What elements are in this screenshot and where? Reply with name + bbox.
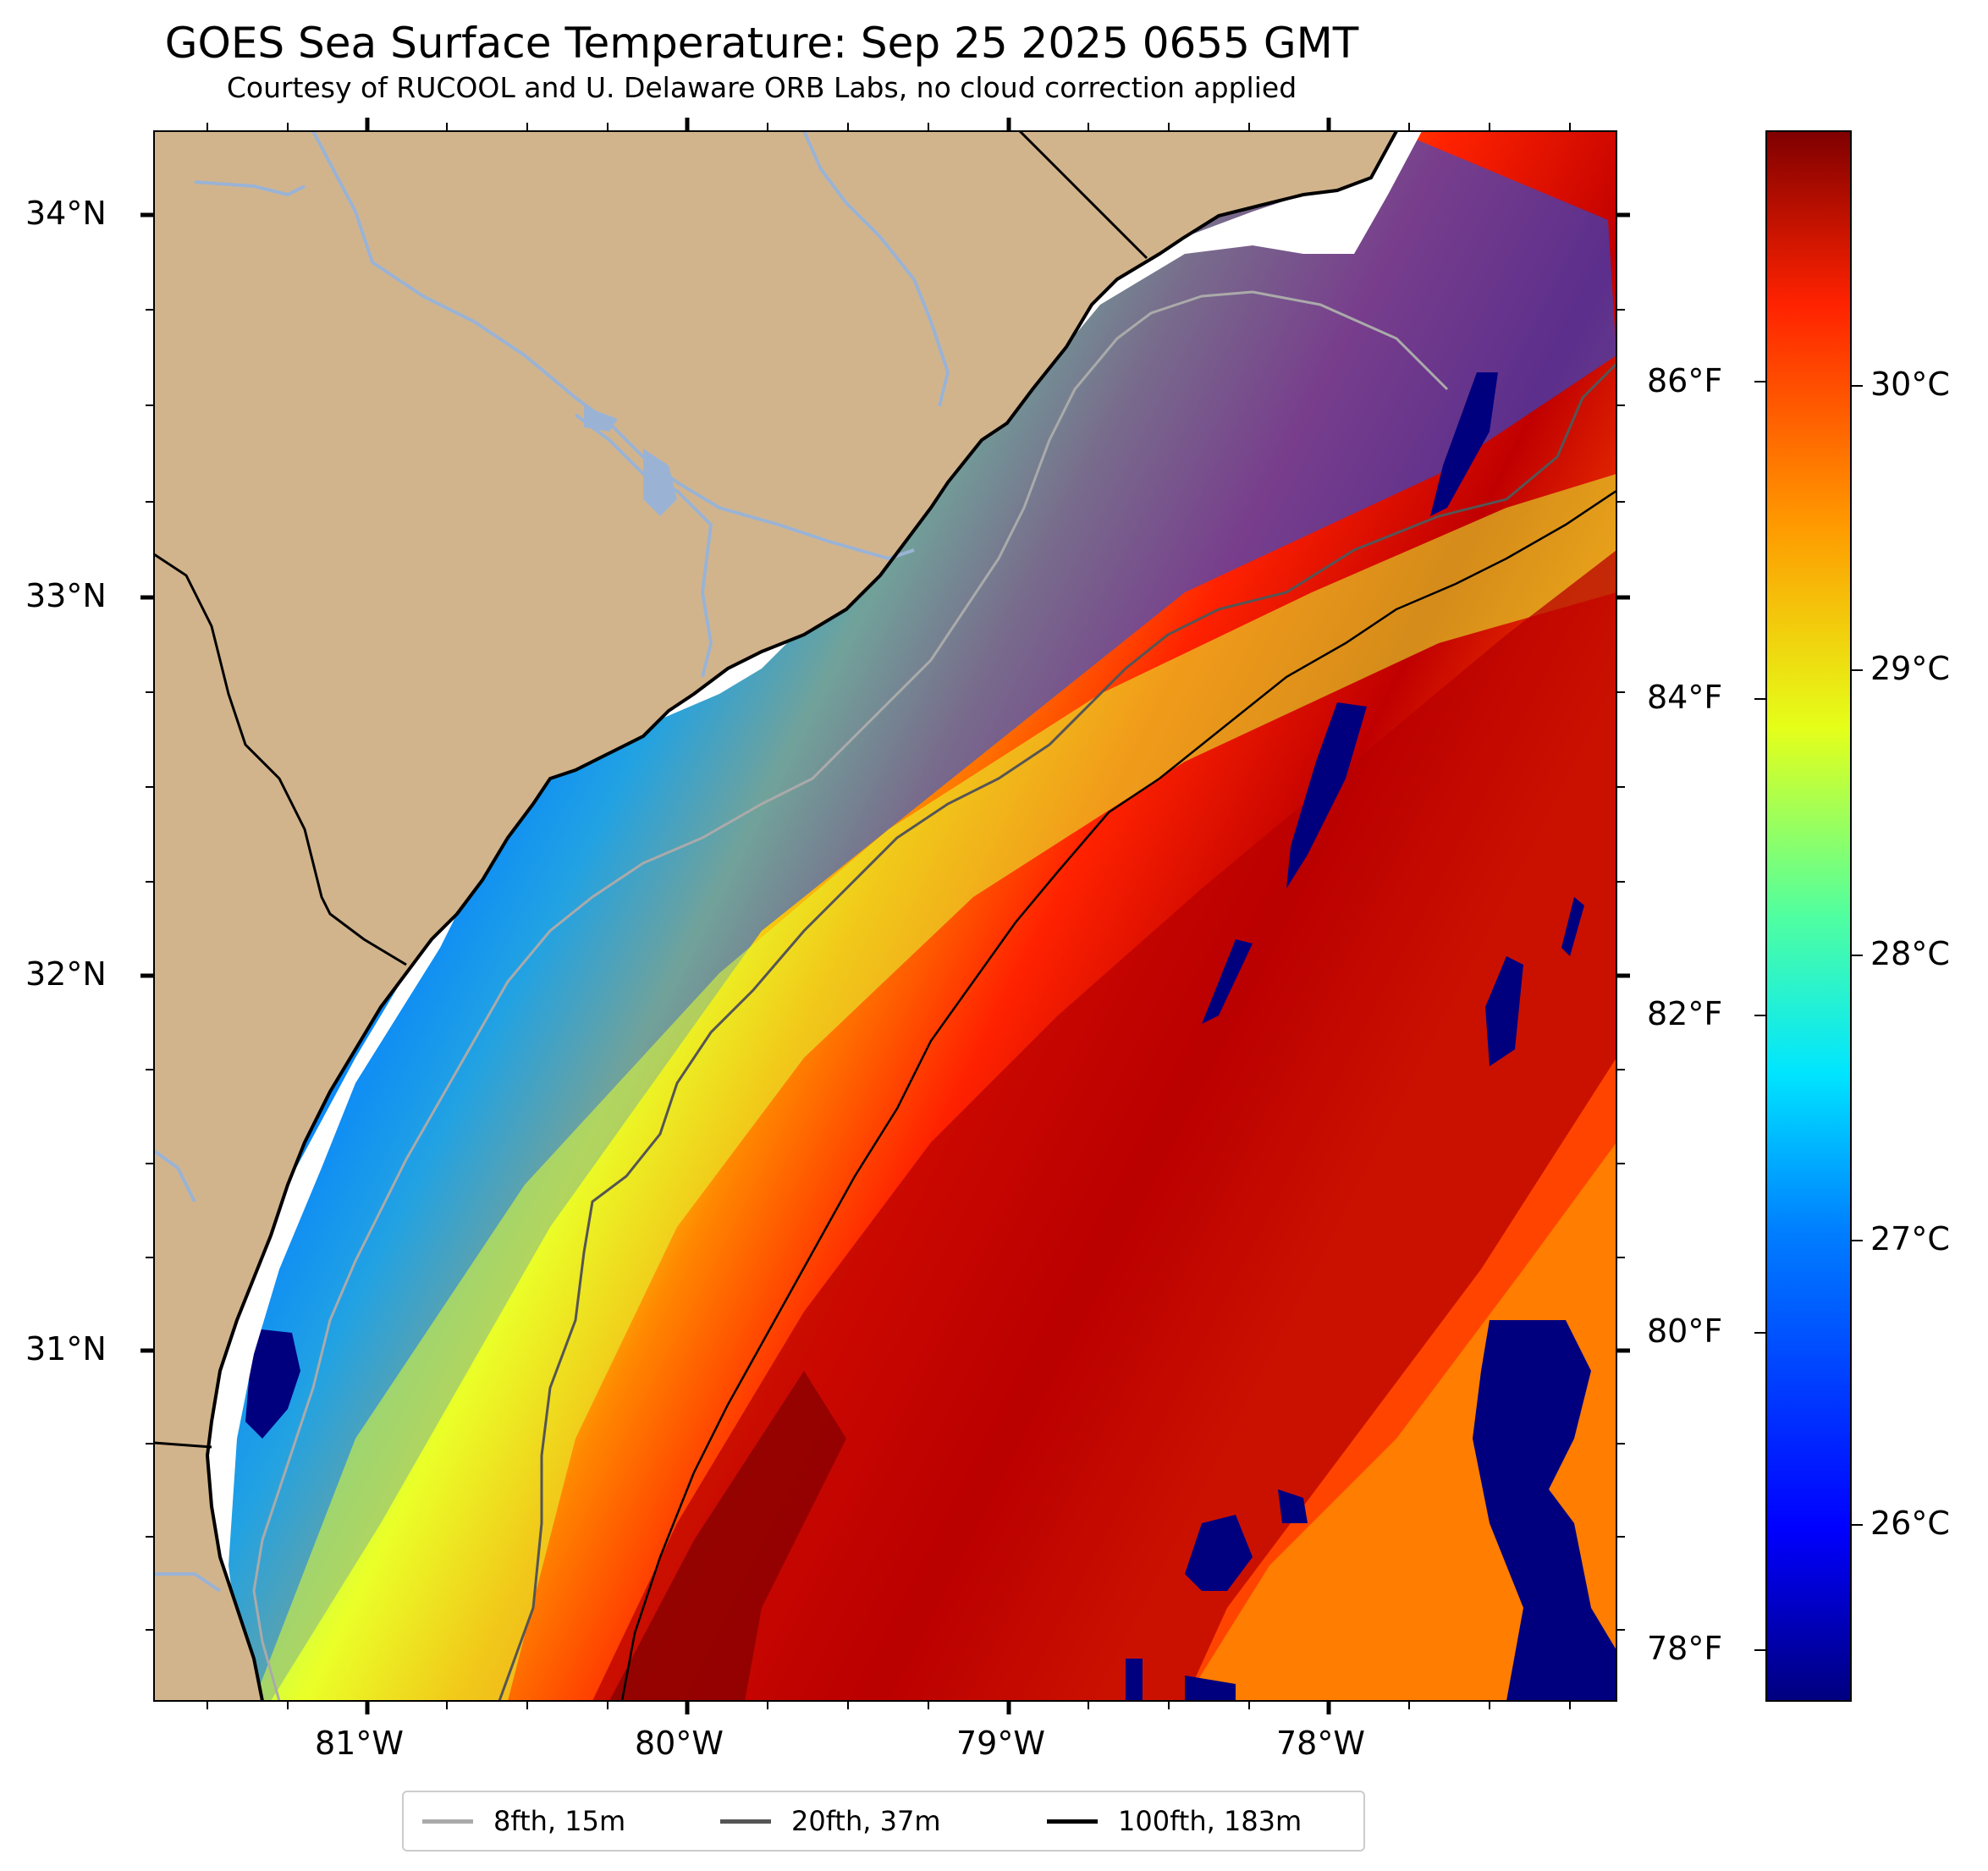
colorbar-c-label: 26°C <box>1870 1505 1950 1542</box>
legend-item-20fth: 20fth, 37m <box>720 1792 940 1850</box>
contour-100fth <box>620 489 1616 1701</box>
colorbar-c-ticks <box>1851 385 1863 1526</box>
warm-front-band <box>254 474 1616 1701</box>
lat-tick-label: 34°N <box>25 195 107 232</box>
lake-marion <box>643 448 677 516</box>
lon-tick-label: 79°W <box>956 1725 1045 1762</box>
colorbar-f-ticks <box>1754 381 1766 1651</box>
colorbar-f-label: 78°F <box>1647 1630 1723 1667</box>
lon-major-ticks <box>365 118 1331 1714</box>
legend-swatch <box>1047 1819 1098 1824</box>
chart-title: GOES Sea Surface Temperature: Sep 25 202… <box>164 19 1359 68</box>
colorbar-c-label: 30°C <box>1870 366 1950 403</box>
legend-label: 8fth, 15m <box>493 1805 626 1837</box>
lat-minor-ticks <box>146 309 1625 1631</box>
contour-8fth <box>252 290 1449 1701</box>
legend-swatch <box>422 1819 473 1824</box>
gulf-stream-hot-core <box>609 1371 846 1701</box>
colorbar-c-label: 29°C <box>1870 650 1950 687</box>
colorbar <box>1765 130 1852 1702</box>
lat-tick-label: 32°N <box>25 955 107 993</box>
colorbar-c-label: 27°C <box>1870 1220 1950 1257</box>
contour-20fth <box>498 362 1616 1701</box>
legend-swatch <box>720 1819 771 1824</box>
coastline <box>205 131 1398 1701</box>
gulf-stream-core <box>592 550 1616 1701</box>
chart-subtitle: Courtesy of RUCOOL and U. Delaware ORB L… <box>226 71 1297 104</box>
legend-item-100fth: 100fth, 183m <box>1047 1792 1302 1850</box>
legend-item-8fth: 8fth, 15m <box>422 1792 625 1850</box>
lat-tick-label: 31°N <box>25 1330 107 1367</box>
colorbar-f-label: 80°F <box>1647 1312 1723 1350</box>
lake-murray <box>584 406 618 432</box>
map-frame <box>153 130 1617 1702</box>
state-boundaries <box>154 131 1148 1449</box>
legend-label: 100fth, 183m <box>1118 1805 1302 1837</box>
lat-major-ticks <box>140 212 1630 1353</box>
land <box>154 131 1396 1701</box>
colorbar-f-label: 84°F <box>1647 679 1723 716</box>
colorbar-c-label: 28°C <box>1870 935 1950 972</box>
legend: 8fth, 15m 20fth, 37m 100fth, 183m <box>402 1791 1365 1852</box>
map-area <box>154 131 1616 1701</box>
colorbar-f-label: 82°F <box>1647 995 1723 1032</box>
legend-label: 20fth, 37m <box>791 1805 941 1837</box>
lon-tick-label: 80°W <box>635 1725 724 1762</box>
cloud-artifacts <box>245 372 1616 1701</box>
lon-tick-label: 81°W <box>315 1725 404 1762</box>
lon-minor-ticks <box>207 123 1571 1709</box>
colorbar-f-label: 86°F <box>1647 362 1723 399</box>
lon-tick-label: 78°W <box>1276 1725 1365 1762</box>
lat-tick-label: 33°N <box>25 577 107 614</box>
